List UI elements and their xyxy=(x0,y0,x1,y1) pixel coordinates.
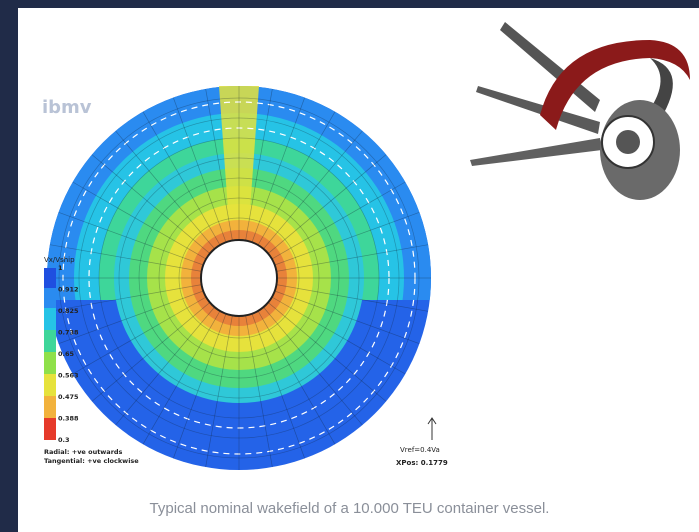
grid-ray xyxy=(142,111,221,246)
legend-label: 0.825 xyxy=(58,307,79,315)
logo: ibmv xyxy=(42,97,92,118)
grid-ray xyxy=(72,296,207,375)
grid-ray xyxy=(205,315,233,468)
grid-ray xyxy=(115,306,215,426)
grid-ray xyxy=(263,306,363,426)
grid-ray xyxy=(271,181,406,260)
legend-title: Vx/Vship xyxy=(44,256,75,264)
legend-label: 0.3 xyxy=(58,436,70,444)
grid-ray xyxy=(49,284,202,312)
grid-ray xyxy=(115,130,215,250)
grid-ray xyxy=(91,154,211,254)
legend-note: Tangential: +ve clockwise xyxy=(44,457,139,465)
grid-ray xyxy=(271,296,406,375)
grid-ray xyxy=(173,313,227,459)
wakefield-figure: ibmv Vx/Vship 1 0.912 0.825 0.738 0.65 0.563 0… xyxy=(42,22,690,470)
vref: Vref=0.4Va xyxy=(400,446,440,454)
vref-arrow xyxy=(427,417,437,440)
wakefield-disk xyxy=(47,86,431,470)
legend-label: 0.912 xyxy=(58,286,79,294)
grid-ray xyxy=(245,88,273,241)
grid-ray xyxy=(251,313,305,459)
grid-ray xyxy=(205,88,233,241)
grid-ray xyxy=(58,290,204,344)
legend-note: Radial: +ve outwards xyxy=(44,448,123,456)
legend-label: 0.738 xyxy=(58,329,79,337)
grid-ray xyxy=(276,244,429,272)
grid-ray xyxy=(58,212,204,266)
grid-ray xyxy=(257,310,336,445)
grid-ray xyxy=(263,130,363,250)
legend-label: 0.475 xyxy=(58,393,79,401)
grid-ray xyxy=(267,302,387,402)
grid-ray xyxy=(274,212,420,266)
grid-ray xyxy=(173,97,227,243)
grid-ray xyxy=(49,244,202,272)
grid-ray xyxy=(267,154,387,254)
grid-ray xyxy=(274,290,420,344)
grid-ray xyxy=(257,111,336,246)
grid-ray xyxy=(91,302,211,402)
grid-ray xyxy=(142,310,221,445)
caption: Typical nominal wakefield of a 10.000 TE… xyxy=(149,500,550,517)
grid-ray xyxy=(276,284,429,312)
grid-ray xyxy=(72,181,207,260)
grid-ray xyxy=(251,97,305,243)
propeller-sketch xyxy=(470,22,690,200)
legend-label: 1 xyxy=(58,264,63,272)
legend-label: 0.563 xyxy=(58,372,79,380)
legend-label: 0.388 xyxy=(58,415,79,423)
grid-ray xyxy=(245,315,273,468)
xpos: XPos: 0.1779 xyxy=(396,459,448,467)
legend-label: 0.65 xyxy=(58,350,75,358)
color-bar xyxy=(44,268,56,440)
